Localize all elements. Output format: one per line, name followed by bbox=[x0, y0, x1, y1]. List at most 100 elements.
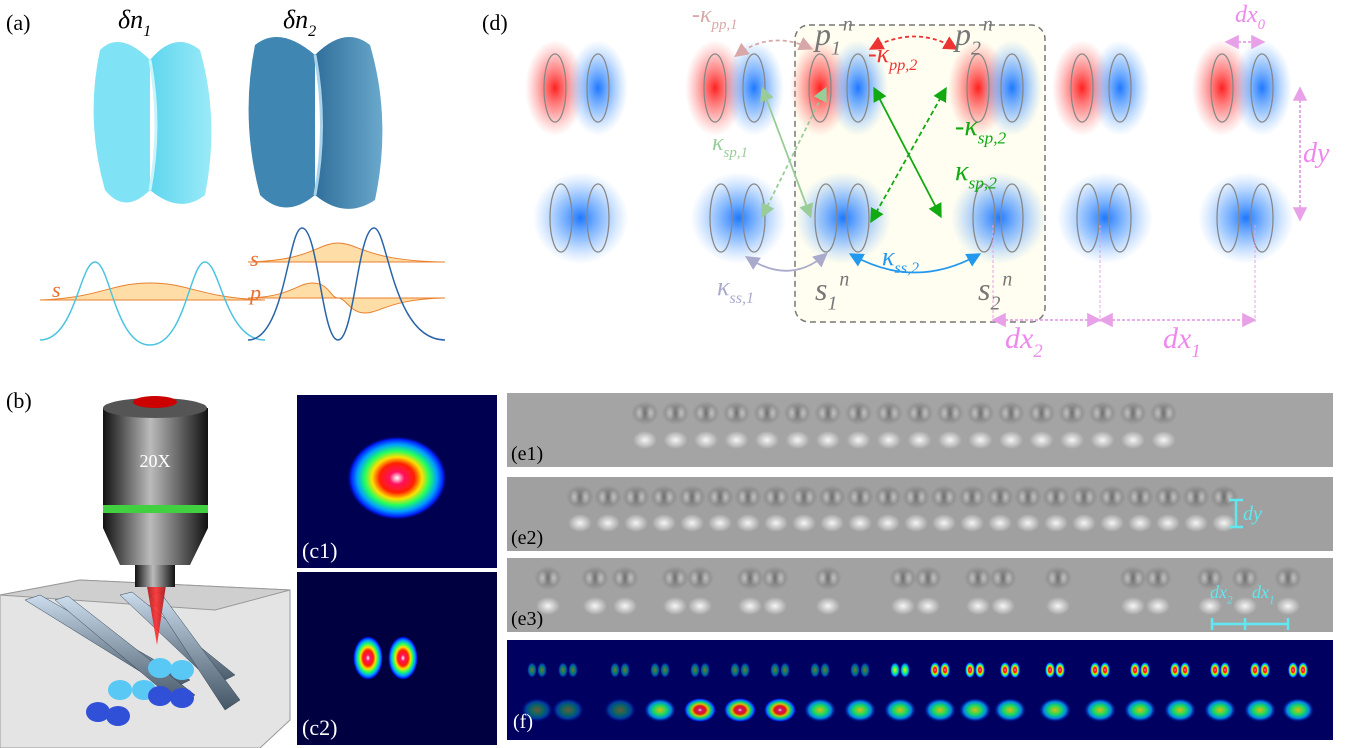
spot bbox=[1260, 662, 1270, 678]
spot bbox=[1130, 662, 1140, 678]
dot bbox=[1212, 514, 1236, 532]
dot bbox=[1058, 401, 1086, 425]
spot bbox=[900, 662, 910, 678]
dot bbox=[1044, 566, 1072, 590]
dot bbox=[763, 597, 787, 615]
dot bbox=[736, 566, 764, 590]
label-base: p bbox=[813, 16, 831, 52]
dot bbox=[1060, 431, 1084, 449]
spot bbox=[1244, 698, 1276, 722]
dot bbox=[964, 566, 992, 590]
beam-spot bbox=[388, 636, 418, 680]
label-sub: 1 bbox=[143, 23, 151, 40]
dot bbox=[1182, 485, 1210, 509]
panel-label: (c1) bbox=[302, 538, 337, 563]
s-mode bbox=[1198, 172, 1294, 264]
spot bbox=[940, 662, 950, 678]
dot bbox=[1210, 485, 1238, 509]
spot bbox=[1180, 662, 1190, 678]
label-sup: n bbox=[1002, 269, 1012, 291]
spot bbox=[684, 698, 716, 722]
dot bbox=[1042, 485, 1070, 509]
dot bbox=[906, 401, 934, 425]
dot bbox=[1119, 401, 1147, 425]
beam-spot bbox=[347, 436, 447, 520]
spot bbox=[724, 698, 756, 722]
label-sub: 0 bbox=[1258, 17, 1266, 33]
dot bbox=[1091, 431, 1115, 449]
dot bbox=[914, 566, 942, 590]
dot bbox=[1044, 514, 1068, 532]
spot bbox=[568, 662, 578, 678]
label-sub: 1 bbox=[831, 38, 841, 60]
spot bbox=[930, 662, 940, 678]
dot bbox=[664, 431, 688, 449]
dot bbox=[761, 566, 789, 590]
dot bbox=[568, 514, 592, 532]
dot bbox=[566, 485, 594, 509]
spot bbox=[810, 662, 820, 678]
spot bbox=[1090, 662, 1100, 678]
label-base: s bbox=[815, 271, 827, 307]
dot bbox=[891, 597, 915, 615]
spot bbox=[1045, 662, 1055, 678]
label-base: dy bbox=[1303, 138, 1330, 169]
spot bbox=[1039, 698, 1071, 722]
dot bbox=[904, 514, 928, 532]
dot bbox=[622, 485, 650, 509]
spot bbox=[650, 662, 660, 678]
dot bbox=[818, 485, 846, 509]
spot bbox=[959, 698, 991, 722]
dot bbox=[875, 401, 903, 425]
dot bbox=[1014, 485, 1042, 509]
dot bbox=[997, 401, 1025, 425]
dot bbox=[708, 514, 732, 532]
dot bbox=[581, 566, 609, 590]
dot bbox=[816, 597, 840, 615]
dot bbox=[613, 597, 637, 615]
dot bbox=[902, 485, 930, 509]
spot bbox=[1298, 662, 1308, 678]
spot bbox=[1164, 698, 1196, 722]
dot bbox=[725, 431, 749, 449]
label-sub: 2 bbox=[308, 23, 316, 40]
dot bbox=[792, 514, 816, 532]
label-base: dy bbox=[1243, 503, 1262, 525]
spot bbox=[740, 662, 750, 678]
label-base: δn bbox=[283, 5, 308, 34]
spot bbox=[1204, 698, 1236, 722]
dot bbox=[596, 514, 620, 532]
label: κss,1 bbox=[717, 272, 754, 307]
spot bbox=[730, 662, 740, 678]
lens-2 bbox=[249, 37, 383, 209]
dot bbox=[877, 431, 901, 449]
dot bbox=[764, 514, 788, 532]
spot bbox=[1010, 662, 1020, 678]
mode-label: s bbox=[250, 246, 259, 271]
dot bbox=[938, 431, 962, 449]
dot bbox=[845, 401, 873, 425]
dot bbox=[991, 597, 1015, 615]
dot bbox=[1150, 401, 1178, 425]
label-base: dx bbox=[1163, 322, 1192, 355]
dot bbox=[1121, 597, 1145, 615]
dot bbox=[534, 566, 562, 590]
spot bbox=[1140, 662, 1150, 678]
label-sub: sp,2 bbox=[978, 128, 1007, 147]
label-base: κ bbox=[717, 272, 730, 301]
label-sup: n bbox=[839, 269, 849, 291]
dot bbox=[706, 485, 734, 509]
dot bbox=[988, 514, 1012, 532]
label-sub: sp,2 bbox=[968, 173, 997, 192]
panel-label: (e3) bbox=[511, 608, 543, 630]
dot bbox=[734, 485, 762, 509]
dot bbox=[1016, 514, 1040, 532]
s-mode bbox=[691, 172, 787, 264]
spot bbox=[1000, 662, 1010, 678]
output-image-f bbox=[507, 640, 1333, 740]
panel-label: (e1) bbox=[511, 443, 543, 465]
label-base: -κ bbox=[868, 39, 890, 68]
dot bbox=[986, 485, 1014, 509]
dot bbox=[1276, 597, 1300, 615]
dot bbox=[786, 431, 810, 449]
